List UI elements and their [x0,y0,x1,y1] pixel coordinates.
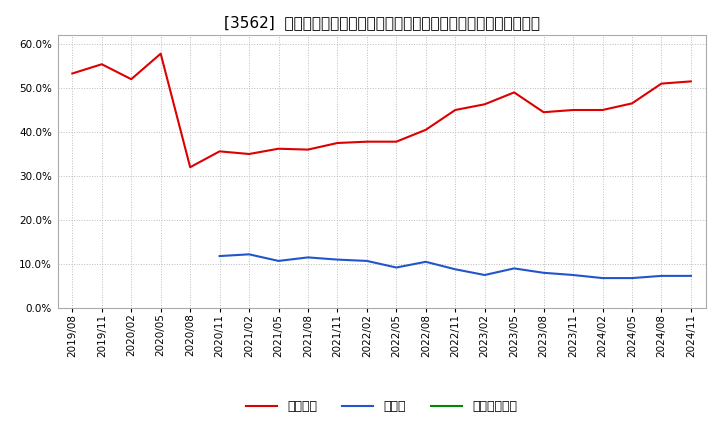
自己資本 [97,62,106,67]
自己資本 [539,110,548,115]
のれん [451,267,459,272]
自己資本 [451,107,459,113]
のれん [539,270,548,275]
Line: 自己資本: 自己資本 [72,54,691,167]
自己資本 [480,102,489,107]
のれん [245,252,253,257]
自己資本 [687,79,696,84]
のれん [657,273,666,279]
自己資本 [245,151,253,157]
のれん [392,265,400,270]
自己資本 [392,139,400,144]
自己資本 [628,101,636,106]
自己資本 [274,146,283,151]
のれん [598,275,607,281]
のれん [304,255,312,260]
自己資本 [363,139,372,144]
自己資本 [304,147,312,152]
自己資本 [186,165,194,170]
のれん [363,258,372,264]
自己資本 [215,149,224,154]
Legend: 自己資本, のれん, 繰延税金資産: 自己資本, のれん, 繰延税金資産 [241,395,522,418]
Line: のれん: のれん [220,254,691,278]
のれん [421,259,430,264]
自己資本 [657,81,666,86]
自己資本 [569,107,577,113]
自己資本 [127,77,135,82]
Title: [3562]  自己資本、のれん、繰延税金資産の総資産に対する比率の推移: [3562] 自己資本、のれん、繰延税金資産の総資産に対する比率の推移 [224,15,539,30]
のれん [215,253,224,259]
自己資本 [156,51,165,56]
のれん [333,257,342,262]
自己資本 [68,71,76,76]
のれん [480,272,489,278]
のれん [569,272,577,278]
のれん [274,258,283,264]
のれん [510,266,518,271]
自己資本 [510,90,518,95]
自己資本 [421,127,430,132]
のれん [687,273,696,279]
のれん [628,275,636,281]
自己資本 [598,107,607,113]
自己資本 [333,140,342,146]
